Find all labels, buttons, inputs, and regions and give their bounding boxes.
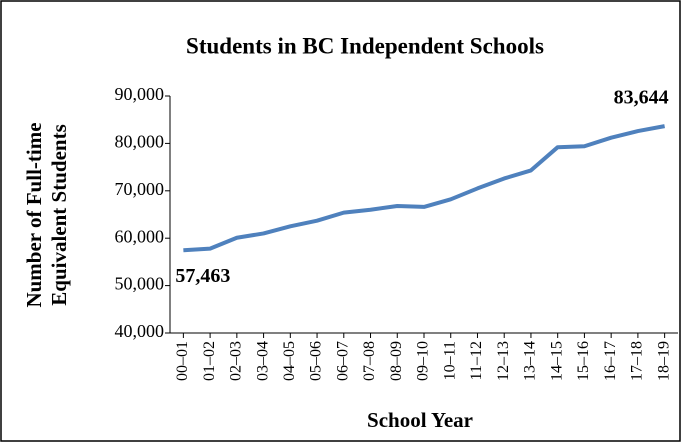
x-tick-label: 08–09 bbox=[388, 341, 405, 381]
y-tick-label: 70,000 bbox=[115, 179, 165, 199]
x-axis-title: School Year bbox=[367, 408, 473, 432]
x-tick-label: 09–10 bbox=[415, 341, 432, 381]
x-tick-label: 13–14 bbox=[522, 341, 539, 381]
x-tick-label: 04–05 bbox=[281, 341, 298, 381]
x-tick-label: 06–07 bbox=[334, 341, 351, 381]
value-label: 57,463 bbox=[175, 265, 230, 287]
x-tick-label: 00–01 bbox=[174, 341, 191, 381]
chart-title: Students in BC Independent Schools bbox=[186, 33, 544, 58]
x-tick-label: 16–17 bbox=[602, 341, 619, 381]
data-line bbox=[183, 124, 665, 253]
y-axis-title: Equivalent Students bbox=[47, 124, 71, 305]
y-tick-label: 40,000 bbox=[115, 321, 165, 341]
x-tick-label: 05–06 bbox=[308, 341, 325, 381]
x-tick-label: 01–02 bbox=[201, 341, 218, 381]
x-tick-label: 07–08 bbox=[361, 341, 378, 381]
y-axis-title: Number of Full-time bbox=[22, 122, 46, 307]
y-tick-label: 80,000 bbox=[115, 132, 165, 152]
x-tick-label: 03–04 bbox=[254, 341, 271, 381]
x-tick-label: 11–12 bbox=[468, 341, 485, 380]
x-tick-label: 12–13 bbox=[495, 341, 512, 381]
y-tick-label: 90,000 bbox=[115, 84, 165, 104]
value-label: 83,644 bbox=[614, 87, 669, 109]
x-tick-label: 14–15 bbox=[548, 341, 565, 381]
x-tick-label: 17–18 bbox=[629, 341, 646, 381]
x-tick-label: 15–16 bbox=[575, 341, 592, 381]
x-tick-label: 10–11 bbox=[441, 341, 458, 380]
x-tick-label: 02–03 bbox=[228, 341, 245, 381]
x-tick-label: 18–19 bbox=[655, 341, 672, 381]
y-tick-label: 50,000 bbox=[115, 274, 165, 294]
y-tick-label: 60,000 bbox=[115, 226, 165, 246]
